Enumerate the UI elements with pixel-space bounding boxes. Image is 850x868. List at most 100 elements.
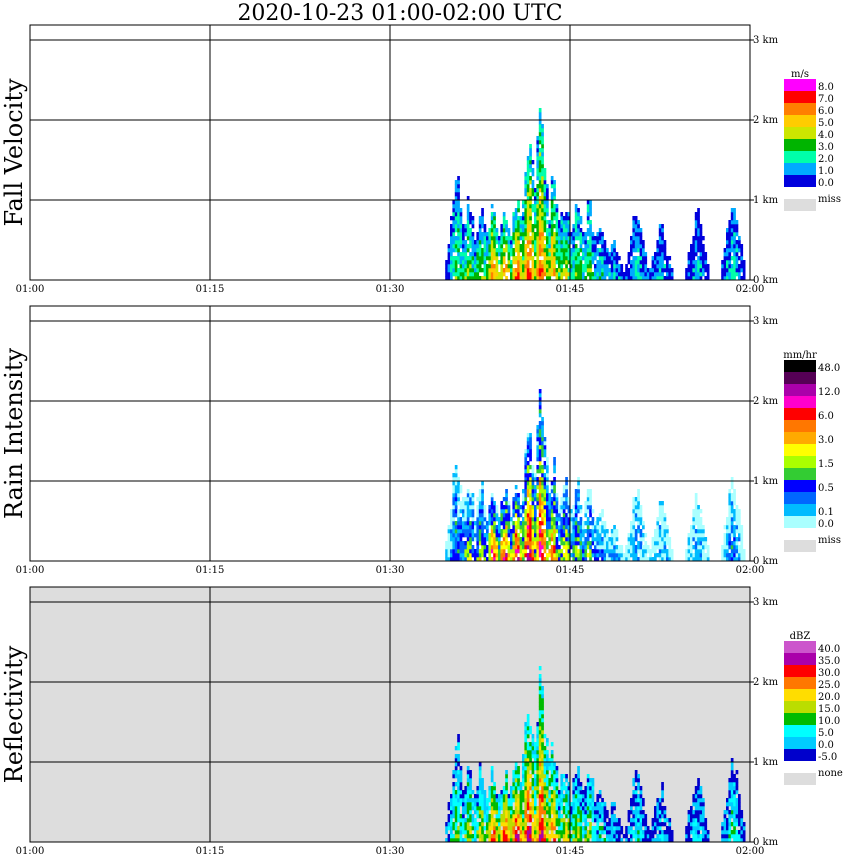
echo-cell xyxy=(478,549,482,554)
echo-cell xyxy=(565,493,568,498)
echo-cell xyxy=(603,260,607,265)
echo-cell xyxy=(586,264,590,269)
echo-cell xyxy=(450,216,453,221)
echo-cell xyxy=(606,822,609,827)
echo-cell xyxy=(517,505,520,510)
echo-cell xyxy=(584,549,588,554)
echo-cell xyxy=(505,810,508,815)
echo-cell xyxy=(476,802,480,807)
echo-cell xyxy=(538,208,542,213)
echo-cell xyxy=(666,838,669,843)
echo-cell xyxy=(562,501,566,506)
echo-cell xyxy=(517,208,520,213)
echo-cell xyxy=(529,489,532,494)
echo-cell xyxy=(522,521,525,526)
echo-cell xyxy=(702,549,705,554)
echo-cell xyxy=(514,810,518,815)
echo-cell xyxy=(536,272,540,277)
echo-cell xyxy=(457,204,460,209)
echo-cell xyxy=(483,525,487,530)
echo-cell xyxy=(728,240,732,245)
legend-unit: mm/hr xyxy=(783,350,817,361)
echo-cell xyxy=(462,814,465,819)
echo-cell xyxy=(567,212,571,217)
y-tick-label: 3 km xyxy=(753,35,779,46)
echo-cell xyxy=(541,786,544,791)
echo-cell xyxy=(531,168,535,173)
echo-cell xyxy=(634,778,638,783)
echo-cell xyxy=(541,509,544,514)
y-tick-label: 1 km xyxy=(753,476,779,487)
echo-cell xyxy=(577,276,580,281)
echo-cell xyxy=(517,501,520,506)
echo-cell xyxy=(728,802,732,807)
echo-cell xyxy=(694,272,698,277)
echo-cell xyxy=(478,268,482,273)
echo-cell xyxy=(596,268,600,273)
echo-cell xyxy=(502,268,506,273)
echo-cell xyxy=(591,794,595,799)
echo-cell xyxy=(541,714,544,719)
echo-cell xyxy=(625,553,628,558)
echo-cell xyxy=(543,272,547,277)
echo-cell xyxy=(538,140,542,145)
echo-cell xyxy=(730,529,734,534)
echo-cell xyxy=(738,806,741,811)
echo-cell xyxy=(634,272,638,277)
echo-cell xyxy=(534,244,537,249)
echo-cell xyxy=(452,802,456,807)
echo-cell xyxy=(531,802,535,807)
echo-cell xyxy=(730,553,734,558)
echo-cell xyxy=(531,497,535,502)
echo-cell xyxy=(606,826,609,831)
echo-cell xyxy=(625,268,628,273)
echo-cell xyxy=(502,509,506,514)
echo-cell xyxy=(538,521,542,526)
echo-cell xyxy=(447,272,451,277)
echo-cell xyxy=(452,236,456,241)
echo-cell xyxy=(514,513,518,518)
echo-cell xyxy=(512,236,516,241)
echo-cell xyxy=(471,276,475,281)
echo-cell xyxy=(538,244,542,249)
echo-cell xyxy=(632,822,636,827)
echo-cell xyxy=(526,228,530,233)
echo-cell xyxy=(658,802,662,807)
echo-cell xyxy=(469,232,472,237)
echo-cell xyxy=(531,180,535,185)
echo-cell xyxy=(606,248,609,253)
echo-cell xyxy=(637,260,640,265)
echo-cell xyxy=(697,557,700,562)
echo-cell xyxy=(589,798,592,803)
echo-cell xyxy=(572,802,576,807)
echo-cell xyxy=(464,244,468,249)
echo-cell xyxy=(531,232,535,237)
echo-cell xyxy=(488,814,492,819)
echo-cell xyxy=(536,425,540,430)
echo-cell xyxy=(699,826,703,831)
echo-cell xyxy=(522,838,525,843)
echo-cell xyxy=(560,236,564,241)
echo-cell xyxy=(728,493,732,498)
echo-cell xyxy=(589,830,592,835)
echo-cell xyxy=(548,778,552,783)
echo-cell xyxy=(584,826,588,831)
echo-cell xyxy=(632,236,636,241)
echo-cell xyxy=(728,557,732,562)
echo-cell xyxy=(574,204,578,209)
echo-cell xyxy=(661,517,664,522)
echo-cell xyxy=(658,517,662,522)
echo-cell xyxy=(476,790,480,795)
echo-cell xyxy=(526,168,530,173)
echo-cell xyxy=(699,517,703,522)
echo-cell xyxy=(526,802,530,807)
echo-cell xyxy=(579,794,583,799)
echo-cell xyxy=(546,826,549,831)
echo-cell xyxy=(543,537,547,542)
echo-cell xyxy=(543,268,547,273)
echo-cell xyxy=(697,794,700,799)
echo-cell xyxy=(733,818,736,823)
echo-cell xyxy=(526,838,530,843)
echo-cell xyxy=(454,184,458,189)
echo-cell xyxy=(476,826,480,831)
